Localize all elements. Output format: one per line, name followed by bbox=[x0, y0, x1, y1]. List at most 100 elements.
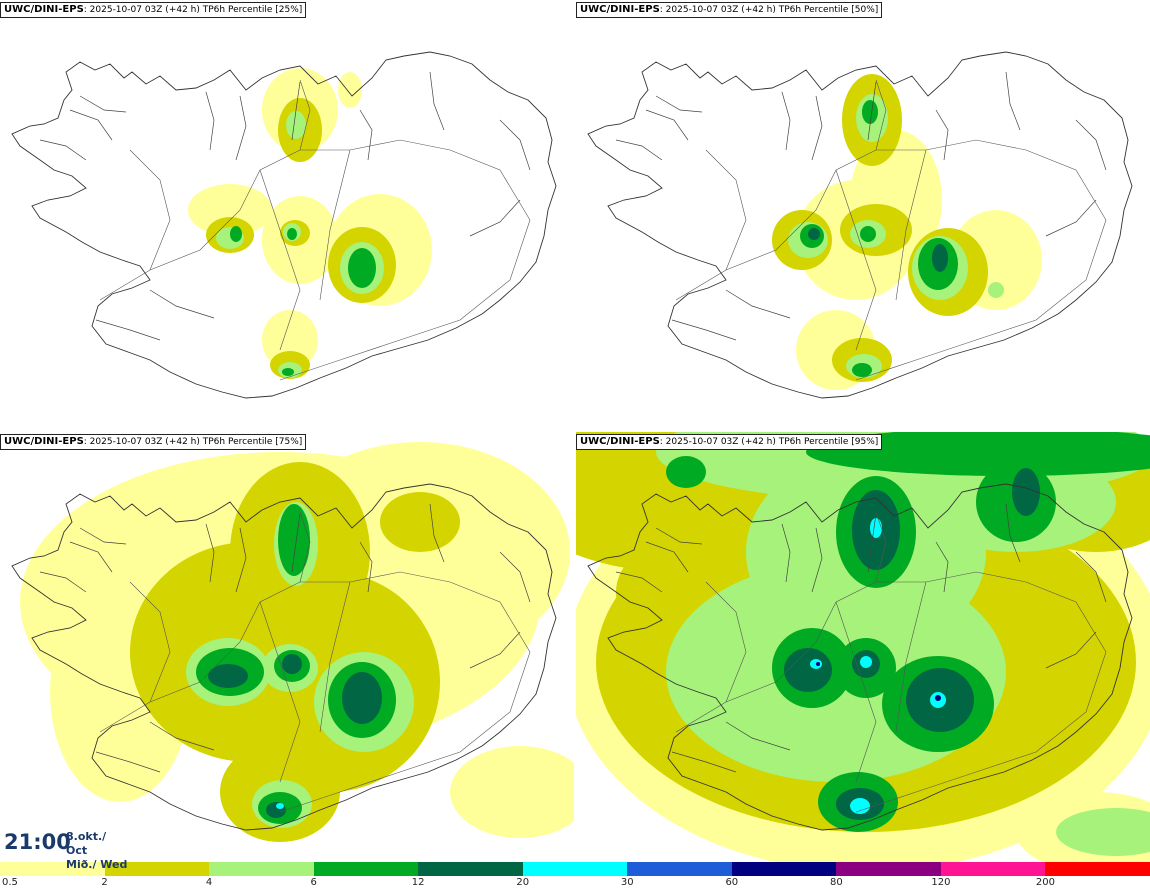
precipitation-contours bbox=[188, 68, 432, 379]
road-line bbox=[875, 511, 887, 583]
precip-area bbox=[1012, 468, 1040, 516]
fjord-line bbox=[615, 571, 663, 593]
color-legend: 0.5 2 4 6 12 20 30 60 80 120 200 bbox=[0, 862, 1150, 891]
precip-area bbox=[932, 244, 948, 272]
fjord-line bbox=[1005, 71, 1021, 131]
road-line bbox=[835, 601, 877, 783]
valid-date: 8.okt./ Oct Mið./ Wed bbox=[66, 830, 128, 872]
precip-area bbox=[870, 518, 882, 538]
coastline bbox=[11, 483, 557, 831]
fjord-line bbox=[79, 95, 127, 113]
road-line bbox=[99, 139, 531, 381]
fjord-line bbox=[645, 109, 689, 141]
fjord-line bbox=[95, 751, 161, 773]
fjord-line bbox=[655, 95, 703, 113]
legend-swatch bbox=[522, 862, 628, 876]
legend-tick-label: 80 bbox=[829, 877, 843, 888]
fjord-line bbox=[291, 81, 301, 141]
road-line bbox=[299, 79, 311, 151]
legend-tick-label: 60 bbox=[725, 877, 739, 888]
precip-area bbox=[816, 662, 820, 666]
precip-area bbox=[208, 664, 248, 688]
road-line bbox=[319, 149, 351, 301]
coastline bbox=[587, 483, 1133, 831]
panel-bottom-left: UWC/DINI-EPS: 2025-10-07 03Z (+42 h) TP6… bbox=[0, 432, 574, 862]
panel-title: UWC/DINI-EPS: 2025-10-07 03Z (+42 h) TP6… bbox=[576, 2, 883, 18]
field-name: TP6h Percentile [50%] bbox=[775, 5, 879, 15]
precipitation-contours bbox=[20, 442, 574, 842]
road-line bbox=[299, 511, 311, 583]
precip-area bbox=[338, 72, 362, 108]
precip-area bbox=[860, 656, 872, 668]
precip-area bbox=[286, 111, 306, 139]
fjord-line bbox=[867, 81, 877, 141]
road-line bbox=[705, 581, 747, 703]
precipitation-map bbox=[11, 51, 557, 399]
road-line bbox=[129, 581, 171, 703]
precip-area bbox=[282, 654, 302, 674]
coastline bbox=[587, 51, 1133, 399]
fjord-line bbox=[671, 751, 737, 773]
panel-title: UWC/DINI-EPS: 2025-10-07 03Z (+42 h) TP6… bbox=[0, 2, 307, 18]
precip-area bbox=[808, 228, 820, 240]
road-line bbox=[675, 571, 1107, 813]
fjord-line bbox=[205, 523, 215, 583]
model-name: UWC/DINI-EPS bbox=[580, 436, 660, 447]
road-line bbox=[895, 149, 927, 301]
legend-swatch bbox=[731, 862, 837, 876]
valid-time-box: 21:00 8.okt./ Oct Mið./ Wed bbox=[0, 826, 128, 871]
precip-area bbox=[262, 310, 318, 370]
fjord-line bbox=[469, 631, 521, 669]
precipitation-map bbox=[11, 442, 574, 842]
fjord-line bbox=[867, 513, 877, 573]
model-name: UWC/DINI-EPS bbox=[580, 4, 660, 15]
valid-time: 21:00 bbox=[4, 830, 71, 854]
precip-area bbox=[666, 456, 706, 488]
fjord-line bbox=[725, 289, 791, 319]
road-line bbox=[319, 581, 351, 733]
fjord-line bbox=[69, 541, 113, 573]
coastline bbox=[11, 51, 557, 399]
road-line bbox=[129, 149, 171, 271]
legend-tick-label: 120 bbox=[931, 877, 951, 888]
fjord-line bbox=[79, 527, 127, 545]
legend-color-bar bbox=[0, 862, 1150, 876]
precipitation-contours bbox=[772, 74, 1042, 390]
legend-swatch bbox=[209, 862, 314, 876]
fjord-line bbox=[725, 721, 791, 751]
legend-swatch bbox=[313, 862, 419, 876]
fjord-line bbox=[1045, 199, 1097, 237]
fjord-line bbox=[935, 109, 949, 161]
fjord-line bbox=[499, 551, 531, 603]
legend-tick-label: 200 bbox=[1035, 877, 1055, 888]
run-info: : 2025-10-07 03Z (+42 h) bbox=[659, 5, 776, 15]
fjord-line bbox=[655, 527, 703, 545]
road-line bbox=[675, 139, 1107, 381]
legend-tick-label: 0.5 bbox=[2, 877, 18, 888]
fjord-line bbox=[429, 503, 445, 563]
fjord-line bbox=[671, 319, 737, 341]
panel-top-right: UWC/DINI-EPS: 2025-10-07 03Z (+42 h) TP6… bbox=[576, 0, 1150, 430]
field-name: TP6h Percentile [95%] bbox=[775, 437, 879, 447]
legend-swatch bbox=[0, 862, 105, 876]
fjord-line bbox=[39, 139, 87, 161]
valid-date-line-2: Mið./ Wed bbox=[66, 858, 128, 871]
panel-bottom-right: UWC/DINI-EPS: 2025-10-07 03Z (+42 h) TP6… bbox=[576, 432, 1150, 862]
fjord-line bbox=[781, 91, 791, 151]
fjord-line bbox=[645, 541, 689, 573]
precip-area bbox=[935, 695, 941, 701]
fjord-line bbox=[935, 541, 949, 593]
legend-swatch bbox=[418, 862, 523, 876]
legend-tick-label: 30 bbox=[620, 877, 634, 888]
legend-swatch bbox=[627, 862, 732, 876]
precip-area bbox=[380, 492, 460, 552]
legend-swatch bbox=[1045, 862, 1150, 876]
precip-area bbox=[348, 248, 376, 288]
fjord-line bbox=[235, 95, 247, 161]
precip-area bbox=[806, 432, 1150, 476]
fjord-line bbox=[205, 91, 215, 151]
fjord-line bbox=[615, 139, 663, 161]
precipitation-map bbox=[576, 432, 1150, 862]
road-line bbox=[259, 601, 301, 783]
precip-area bbox=[1056, 808, 1150, 856]
